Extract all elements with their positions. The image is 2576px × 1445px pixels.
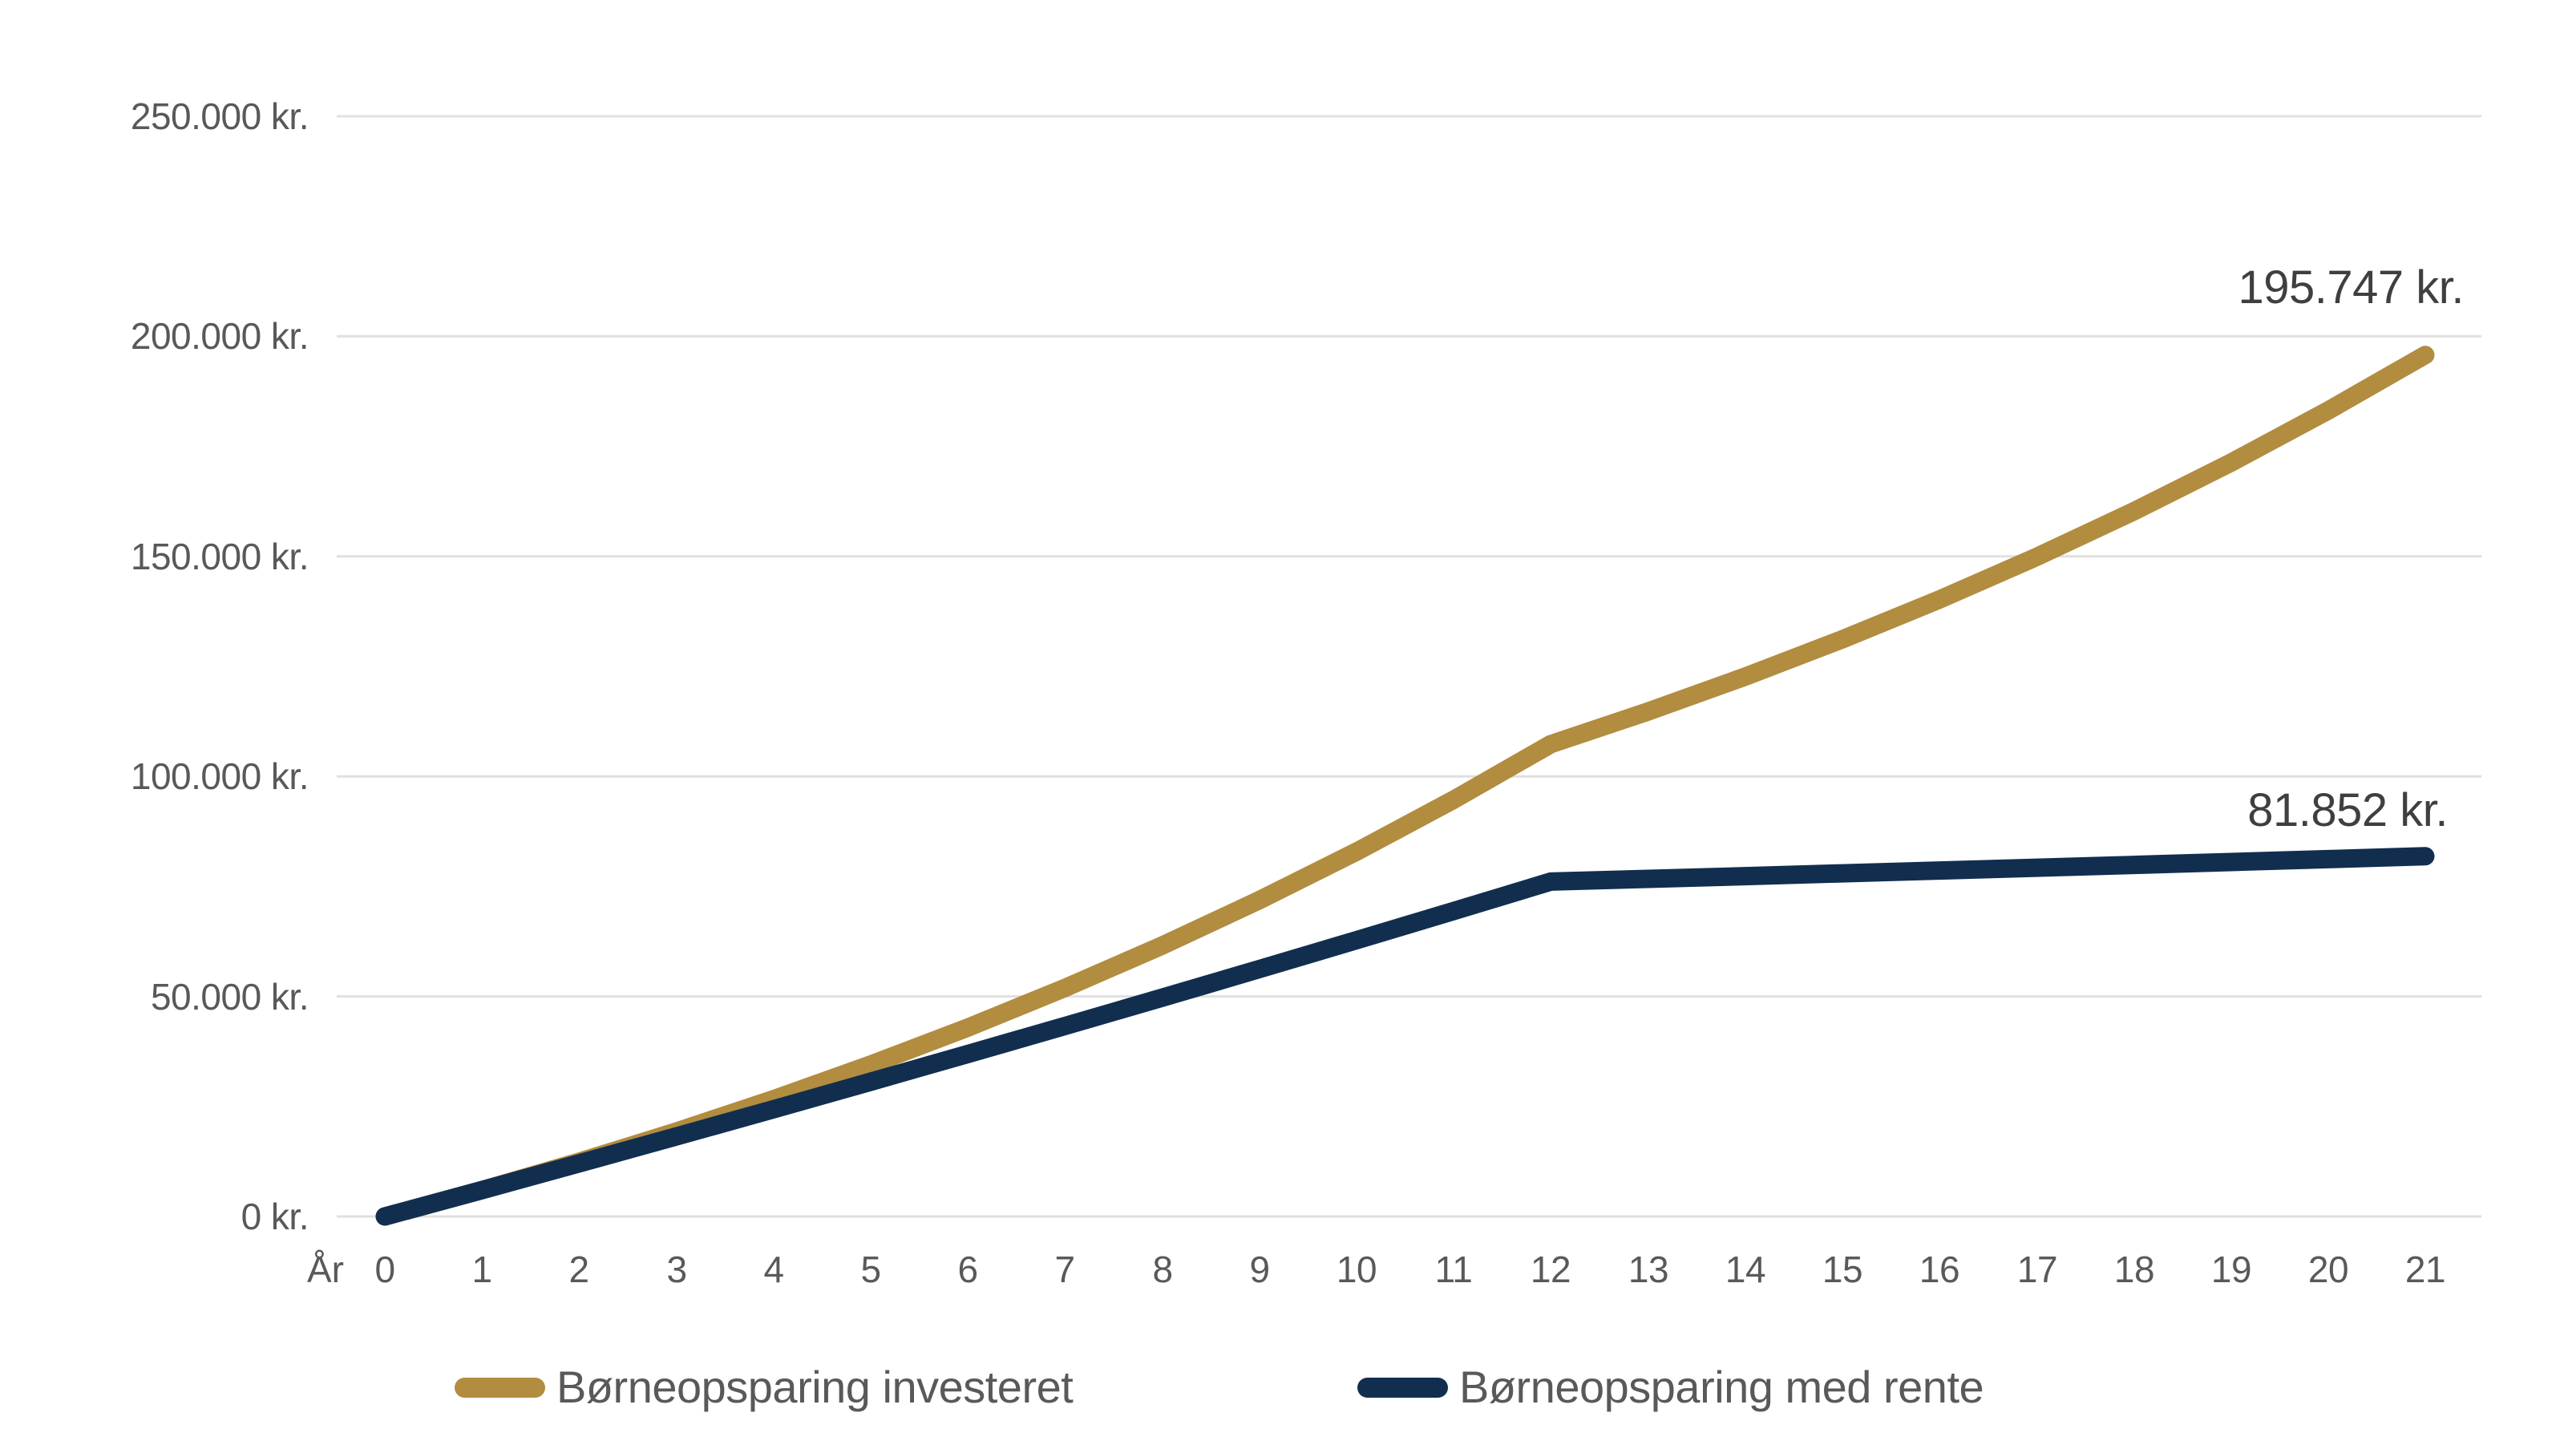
x-tick-20: 20 (2307, 1249, 2349, 1290)
gridlines (337, 115, 2481, 1218)
x-tick-14: 14 (1725, 1249, 1766, 1290)
legend-label-med-rente: Børneopsparing med rente (1459, 1362, 1984, 1412)
legend-swatch-med-rente-icon (1357, 1377, 1448, 1398)
x-tick-11: 11 (1434, 1249, 1473, 1290)
x-tick-8: 8 (1152, 1249, 1173, 1290)
x-tick-16: 16 (1919, 1249, 1960, 1290)
legend-item-med-rente: Børneopsparing med rente (1357, 1362, 1984, 1413)
x-tick-21: 21 (2404, 1249, 2446, 1290)
x-tick-15: 15 (1822, 1249, 1863, 1290)
legend-swatch-investeret-icon (455, 1377, 545, 1398)
y-tick-200000: 200.000 kr. (130, 315, 309, 357)
y-tick-250000: 250.000 kr. (130, 95, 309, 137)
x-tick-18: 18 (2113, 1249, 2155, 1290)
y-tick-50000: 50.000 kr. (150, 976, 309, 1018)
x-tick-12: 12 (1530, 1249, 1571, 1290)
end-value-label-med-rente: 81.852 kr. (2247, 784, 2448, 836)
x-tick-9: 9 (1249, 1249, 1270, 1290)
x-tick-10: 10 (1336, 1249, 1377, 1290)
x-tick-5: 5 (860, 1249, 881, 1290)
x-tick-7: 7 (1054, 1249, 1075, 1290)
y-tick-0: 0 kr. (241, 1196, 309, 1237)
legend-item-investeret: Børneopsparing investeret (455, 1362, 1074, 1413)
end-value-label-investeret: 195.747 kr. (2238, 261, 2465, 314)
x-tick-17: 17 (2016, 1249, 2058, 1290)
x-tick-3: 3 (666, 1249, 687, 1290)
x-tick-0: 0 (374, 1249, 395, 1290)
legend-label-investeret: Børneopsparing investeret (556, 1362, 1074, 1412)
y-tick-150000: 150.000 kr. (130, 536, 309, 577)
y-tick-100000: 100.000 kr. (130, 755, 309, 797)
x-tick-2: 2 (568, 1249, 589, 1290)
data-lines (375, 346, 2435, 1226)
x-tick-19: 19 (2210, 1249, 2252, 1290)
x-tick-13: 13 (1628, 1249, 1669, 1290)
x-axis-label: År (307, 1249, 344, 1290)
x-tick-6: 6 (957, 1249, 978, 1290)
x-tick-4: 4 (763, 1249, 784, 1290)
x-tick-1: 1 (471, 1249, 492, 1290)
